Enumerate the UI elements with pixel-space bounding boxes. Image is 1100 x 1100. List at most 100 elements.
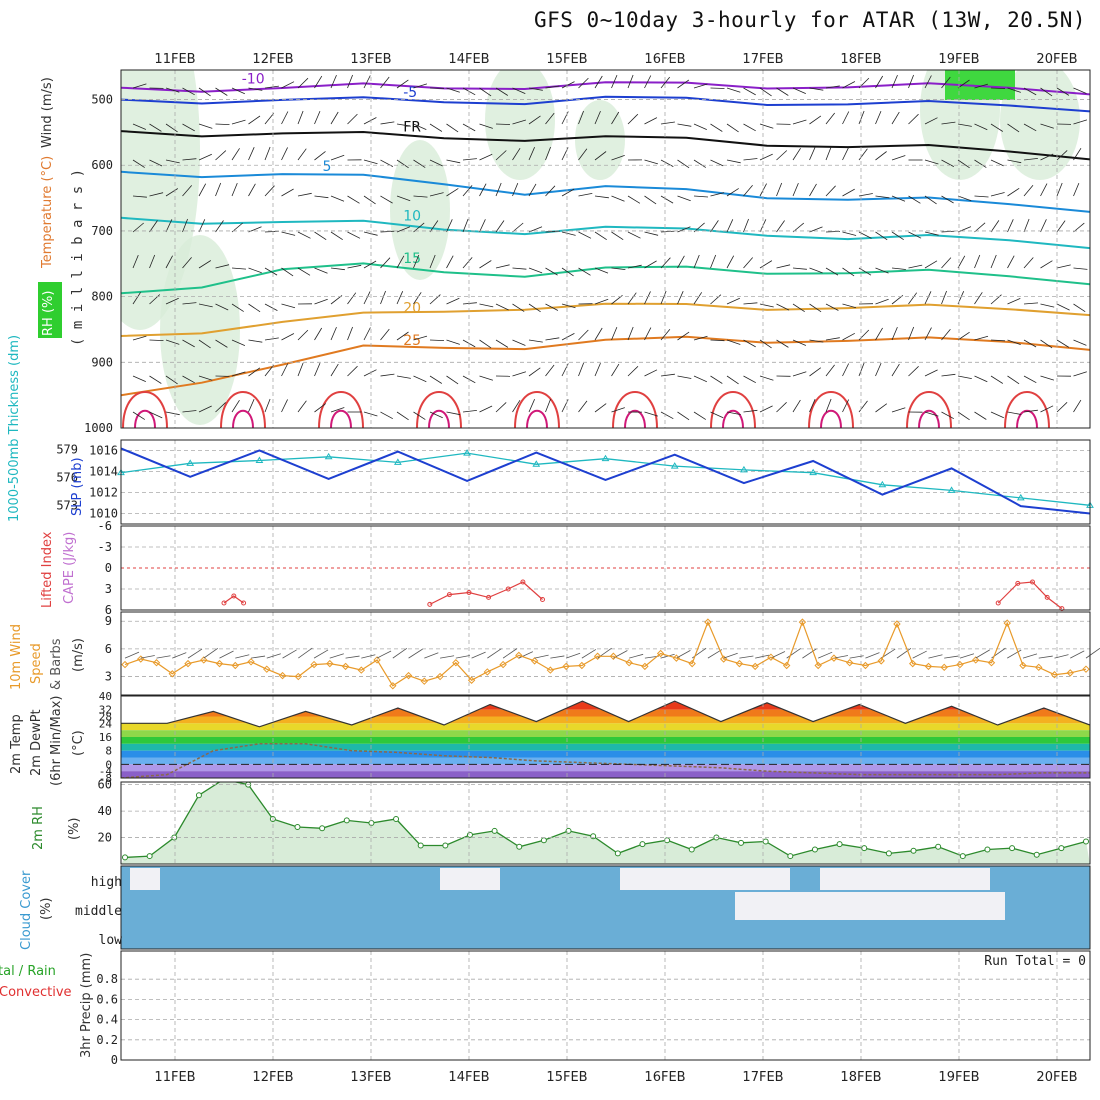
wind-barb [693, 254, 700, 269]
bottom-date-label: 19FEB [938, 1070, 979, 1085]
rh-point [393, 816, 400, 823]
wind-barb [842, 332, 855, 341]
bottom-date-label: 12FEB [252, 1070, 293, 1085]
wind-barb [330, 154, 345, 161]
wind-barb [825, 85, 840, 89]
wind-barb [429, 159, 443, 167]
wind-barb [545, 230, 560, 233]
wind-barb [1040, 219, 1047, 233]
wind-barb [792, 303, 805, 313]
wind-barb [132, 292, 141, 305]
wind-barb [743, 158, 758, 161]
wind-barb [314, 75, 323, 89]
wind-barb [891, 363, 900, 377]
wind-barb [677, 123, 692, 127]
wind-barb [347, 74, 353, 89]
wind-barb [825, 112, 836, 125]
wind-barb [264, 85, 279, 89]
wind-barb [1007, 375, 1020, 385]
wind-barb [512, 339, 526, 346]
wind-barb [693, 83, 708, 89]
wind-barb [627, 113, 639, 125]
wind-barb [578, 193, 593, 197]
wind-barb [1007, 219, 1014, 233]
wind-barb [264, 364, 275, 377]
wind10m-point [893, 620, 901, 628]
wind-barb [264, 398, 271, 413]
wind-barb [578, 231, 592, 239]
wind-barb [528, 87, 543, 91]
wind-barb [792, 339, 807, 346]
slp-panel-frame [120, 439, 1091, 525]
wind-barb [842, 147, 849, 161]
wind10m-barb [928, 654, 943, 659]
wind-barb [891, 231, 904, 241]
bottom-date-label: 14FEB [448, 1070, 489, 1085]
wind-barb [413, 335, 428, 341]
wind-barb [875, 403, 888, 413]
wind-barb [1023, 123, 1037, 132]
cloud-cell [620, 868, 790, 890]
wind-barb [446, 188, 459, 197]
wind-barb [842, 363, 850, 377]
wind-barb [660, 373, 675, 377]
wind-barb [677, 291, 684, 305]
wind-barb [429, 254, 436, 269]
temp-mask [121, 696, 1090, 727]
wind-barb [875, 327, 883, 341]
wind-barb [1007, 123, 1020, 133]
rh-point [787, 853, 794, 860]
wind-barb [974, 335, 989, 341]
wind-barb [231, 119, 246, 125]
wind-barb [990, 375, 1004, 384]
cloud-labels: Cloud Cover (%) [19, 870, 54, 950]
wind-barb [957, 331, 970, 341]
wind10m-barb [833, 655, 849, 659]
wind-barb [990, 339, 1006, 342]
wind-barb [149, 294, 161, 305]
wind-barb [149, 192, 164, 197]
wind-barb [545, 112, 555, 125]
wind-barb [792, 182, 799, 197]
wind-barb [908, 264, 923, 269]
wind-barb [611, 74, 618, 89]
wind10m-barb [518, 651, 534, 659]
wind-barb [842, 231, 857, 236]
wind-barb [660, 76, 671, 89]
wind-barb [248, 87, 263, 91]
wind-barb [396, 195, 411, 202]
wind-barb [264, 112, 275, 125]
wind-barb [825, 146, 832, 161]
wind-barb [941, 230, 956, 233]
wind-barb [1023, 375, 1037, 384]
wind-barb [248, 399, 255, 413]
wind10m-label-c: & Barbs [49, 638, 64, 690]
wind-barb [644, 411, 659, 417]
precip-tick-label: 0.6 [96, 992, 118, 1006]
wind-barb [809, 367, 822, 377]
rh-point [1009, 845, 1016, 852]
rh-point [343, 817, 350, 824]
wind10m-point [593, 652, 602, 660]
wind10m-point [719, 655, 728, 663]
wind-barb [446, 339, 460, 345]
wind-barb [924, 231, 939, 236]
cloud-label: Cloud Cover [19, 870, 34, 950]
run-total: Run Total = 0 [984, 954, 1086, 969]
wind-barb [380, 195, 393, 204]
wind-barb [825, 398, 832, 413]
wind10m-barb [266, 653, 281, 659]
wind-barb [149, 411, 163, 419]
wind10m-barb [550, 655, 565, 659]
wind-barb [330, 407, 345, 413]
wind-barb [710, 294, 722, 305]
wind-barb [677, 79, 690, 89]
wind10m-barb [329, 653, 344, 659]
wind10m-barb [298, 647, 313, 659]
isotherm-label: -5 [403, 85, 417, 101]
pressure-tick-label: 500 [91, 93, 113, 107]
wind-barb [281, 147, 288, 161]
wind-barb [347, 326, 353, 341]
rh-labels: 2m RH (%) [31, 806, 82, 850]
wind-barb [165, 339, 180, 345]
